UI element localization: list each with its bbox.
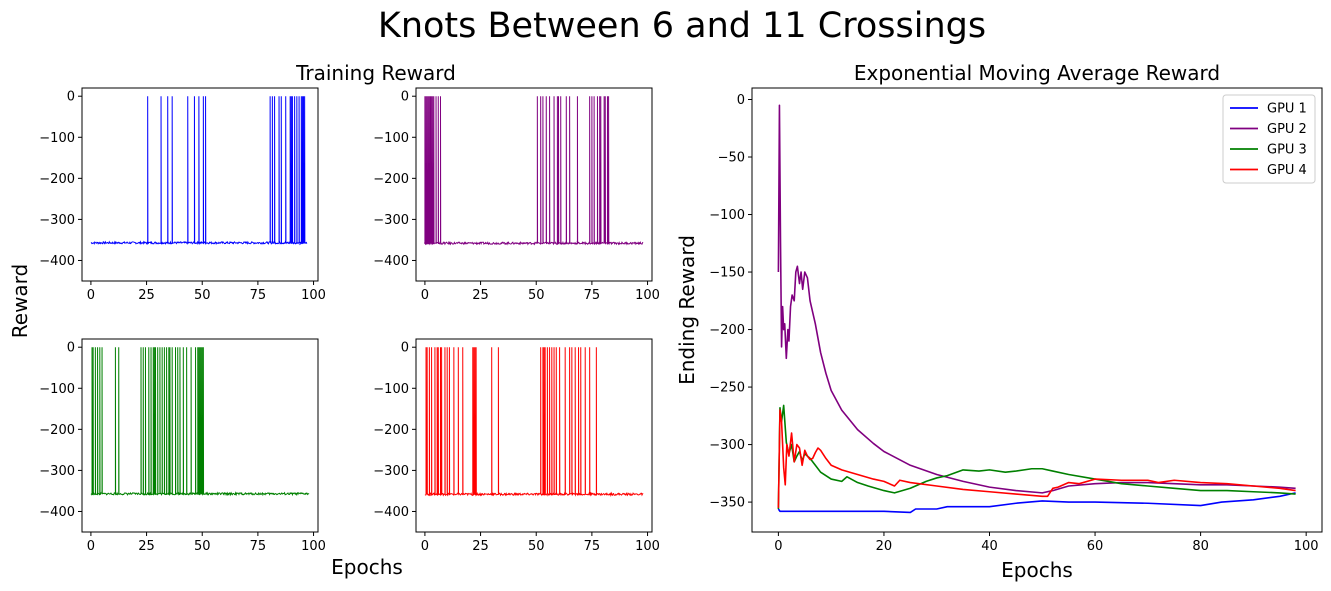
x-tick-label: 100 xyxy=(1294,539,1319,554)
y-tick-label: 0 xyxy=(67,90,75,105)
y-tick-label: −100 xyxy=(373,131,409,146)
x-tick-label: 60 xyxy=(1087,539,1104,554)
x-tick-label: 100 xyxy=(635,539,660,554)
x-tick-label: 0 xyxy=(421,539,429,554)
y-tick-label: −400 xyxy=(39,254,75,269)
ema-legend: GPU 1 GPU 2 GPU 3 GPU 4 xyxy=(1222,94,1316,184)
y-tick-label: −100 xyxy=(709,208,745,223)
epochs-axis-label: Epochs xyxy=(331,555,403,579)
reward-axis-label: Reward xyxy=(8,264,32,338)
y-tick-label: −250 xyxy=(709,381,745,396)
plots-layer: 0 25 50 75 100 0 −100 −200 −300 −400 0 25 50 75 100 0 −1… xyxy=(39,61,1323,582)
x-tick-label: 50 xyxy=(194,539,211,554)
y-tick-label: −50 xyxy=(718,151,745,166)
y-tick-label: −100 xyxy=(39,382,75,397)
training-reward-title: Training Reward xyxy=(295,61,456,85)
ema-xlabel: Epochs xyxy=(1001,558,1073,582)
ema-series-group xyxy=(777,104,1296,514)
y-tick-label: −100 xyxy=(373,382,409,397)
gpu2-training-series-path xyxy=(423,96,644,246)
ema-line-gpu-3 xyxy=(777,404,1296,510)
x-tick-label: 25 xyxy=(138,288,155,303)
axes-frame xyxy=(415,87,653,282)
x-tick-label: 75 xyxy=(250,539,267,554)
ema-title: Exponential Moving Average Reward xyxy=(854,61,1220,85)
axes-frame xyxy=(751,87,1323,533)
axes-gpu1-training: 0 25 50 75 100 0 −100 −200 −300 −400 xyxy=(39,87,326,303)
x-tick-label: 100 xyxy=(301,539,326,554)
y-tick-label: −200 xyxy=(709,323,745,338)
x-tick-label: 50 xyxy=(528,288,545,303)
x-tick-label: 75 xyxy=(250,288,267,303)
x-tick-label: 100 xyxy=(635,288,660,303)
gpu3-training-line xyxy=(90,347,310,497)
x-tick-label: 0 xyxy=(774,539,782,554)
y-tick-label: −400 xyxy=(373,254,409,269)
x-tick-label: 20 xyxy=(876,539,893,554)
axes-frame xyxy=(81,338,319,533)
gpu1-training-series-path xyxy=(90,96,308,246)
ema-line-gpu-2 xyxy=(777,104,1296,494)
y-tick-label: −400 xyxy=(39,505,75,520)
y-tick-label: 0 xyxy=(401,90,409,105)
y-tick-label: −100 xyxy=(39,131,75,146)
x-tick-label: 25 xyxy=(472,288,489,303)
y-tick-label: −300 xyxy=(373,464,409,479)
y-tick-label: 0 xyxy=(401,341,409,356)
x-tick-label: 25 xyxy=(138,539,155,554)
axes-ema-reward: 0 20 40 60 80 100 0 −50 −100 −150 −200 −250 −300 −350 xyxy=(709,87,1323,554)
y-tick-label: −350 xyxy=(709,496,745,511)
gpu4-training-line xyxy=(424,347,644,497)
x-tick-label: 80 xyxy=(1192,539,1209,554)
x-tick-label: 0 xyxy=(87,539,95,554)
ema-ylabel: Ending Reward xyxy=(675,235,699,385)
x-tick-label: 100 xyxy=(301,288,326,303)
y-tick-label: −400 xyxy=(373,505,409,520)
x-tick-label: 0 xyxy=(421,288,429,303)
gpu4-training-series-path xyxy=(424,347,644,497)
axes-frame xyxy=(415,338,653,533)
x-tick-label: 25 xyxy=(472,539,489,554)
axes-gpu2-training: 0 25 50 75 100 0 −100 −200 −300 −400 xyxy=(373,87,660,303)
gpu2-training-line xyxy=(423,96,644,246)
ema-line-gpu-4 xyxy=(777,409,1296,508)
ema-line-gpu-1 xyxy=(777,492,1296,514)
figure-suptitle: Knots Between 6 and 11 Crossings xyxy=(378,6,986,46)
legend-entry: GPU 2 xyxy=(1267,122,1307,137)
y-tick-label: −300 xyxy=(39,213,75,228)
y-tick-label: −300 xyxy=(709,438,745,453)
axes-gpu3-training: 0 25 50 75 100 0 −100 −200 −300 −400 xyxy=(39,338,326,554)
legend-entry: GPU 1 xyxy=(1267,102,1307,117)
gpu3-training-series-path xyxy=(90,347,310,497)
x-tick-label: 40 xyxy=(981,539,998,554)
legend-box xyxy=(1222,94,1316,184)
y-tick-label: 0 xyxy=(67,341,75,356)
legend-entry: GPU 3 xyxy=(1267,143,1307,158)
x-tick-label: 50 xyxy=(528,539,545,554)
y-tick-label: −150 xyxy=(709,266,745,281)
x-tick-label: 75 xyxy=(584,288,601,303)
legend-entry: GPU 4 xyxy=(1267,163,1307,178)
y-tick-label: −300 xyxy=(39,464,75,479)
axes-frame xyxy=(81,87,319,282)
axes-gpu4-training: 0 25 50 75 100 0 −100 −200 −300 −400 xyxy=(373,338,660,554)
x-tick-label: 50 xyxy=(194,288,211,303)
x-tick-label: 0 xyxy=(87,288,95,303)
y-tick-label: −200 xyxy=(39,172,75,187)
y-tick-label: −200 xyxy=(373,172,409,187)
y-tick-label: 0 xyxy=(737,93,745,108)
y-tick-label: −200 xyxy=(373,423,409,438)
y-tick-label: −200 xyxy=(39,423,75,438)
y-tick-label: −300 xyxy=(373,213,409,228)
gpu1-training-line xyxy=(90,96,308,246)
x-tick-label: 75 xyxy=(584,539,601,554)
